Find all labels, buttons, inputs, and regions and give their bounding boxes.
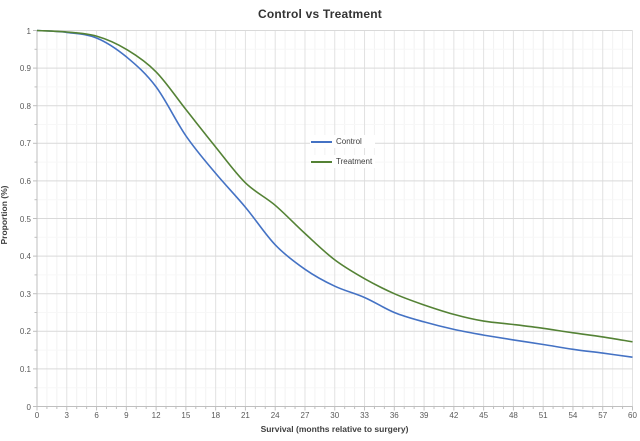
x-tick-label: 51 <box>538 411 548 420</box>
y-tick-label: 0.6 <box>19 176 31 186</box>
x-tick-label: 21 <box>240 411 250 420</box>
chart-title: Control vs Treatment <box>257 7 383 21</box>
control-series-swatch-icon <box>311 140 332 143</box>
x-tick-label: 12 <box>151 411 161 420</box>
x-tick-label: 33 <box>360 411 369 420</box>
x-tick-label: 39 <box>419 411 429 420</box>
x-tick-label: 48 <box>508 411 518 420</box>
y-tick-label: 0.1 <box>19 364 31 374</box>
x-tick-label: 60 <box>628 411 637 420</box>
x-tick-label: 54 <box>568 411 578 420</box>
x-tick-label: 0 <box>34 411 40 420</box>
x-axis-title: Survival (months relative to surgery) <box>260 424 409 434</box>
x-tick-label: 36 <box>389 411 399 420</box>
treatment-series-swatch-icon <box>311 160 332 163</box>
x-tick-label: 9 <box>124 411 129 420</box>
x-tick-label: 45 <box>479 411 489 420</box>
y-tick-label: 0.8 <box>19 101 31 111</box>
x-tick-label: 3 <box>64 411 69 420</box>
y-tick-label: 1 <box>26 26 31 36</box>
x-tick-label: 42 <box>449 411 459 420</box>
x-tick-label: 27 <box>300 411 310 420</box>
x-tick-label: 15 <box>181 411 191 420</box>
y-tick-label: 0.4 <box>19 252 31 262</box>
y-tick-label: 0.2 <box>19 327 31 337</box>
y-tick-label: 0.5 <box>19 214 31 224</box>
y-tick-label: 0.9 <box>19 64 31 74</box>
x-tick-label: 6 <box>94 411 99 420</box>
chart-legend[interactable]: Control Treatment <box>310 135 376 175</box>
x-tick-label: 24 <box>270 411 280 420</box>
legend-label-treatment: Treatment <box>336 156 373 166</box>
y-tick-label: 0.3 <box>19 289 31 299</box>
legend-item-treatment[interactable]: Treatment <box>310 155 376 168</box>
x-tick-label: 30 <box>330 411 340 420</box>
y-tick-label: 0.7 <box>19 139 31 149</box>
legend-label-control: Control <box>336 136 362 146</box>
x-tick-label: 18 <box>211 411 221 420</box>
x-tick-label: 57 <box>598 411 608 420</box>
legend-item-control[interactable]: Control <box>310 135 376 148</box>
control-series-line[interactable] <box>36 29 633 358</box>
treatment-series-line[interactable] <box>36 29 633 343</box>
y-tick-label: 0 <box>26 402 31 412</box>
